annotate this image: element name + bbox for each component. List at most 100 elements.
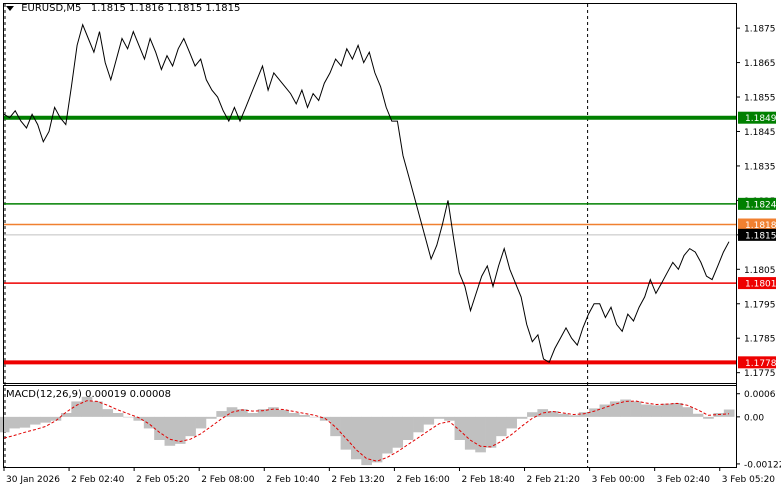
- macd-histogram-bar: [454, 416, 466, 440]
- time-axis-label: 2 Feb 16:00: [396, 475, 450, 485]
- macd-histogram-bar: [340, 416, 352, 450]
- macd-histogram-bar: [630, 401, 642, 417]
- macd-histogram-bar: [392, 416, 404, 448]
- level-price-tag: 1.1801: [738, 277, 777, 290]
- level-price-tag: 1.1824: [738, 197, 777, 210]
- price-axis-label: 1.1795: [744, 300, 776, 310]
- macd-histogram-bar: [92, 401, 103, 417]
- macd-histogram-bar: [599, 404, 611, 417]
- time-axis-label: 2 Feb 08:00: [201, 475, 255, 485]
- macd-histogram-bar: [361, 416, 372, 466]
- svg-text:1.1849: 1.1849: [745, 114, 777, 124]
- macd-histogram-bar: [464, 416, 476, 450]
- macd-header: MACD(12,26,9) 0.00019 0.00008: [6, 389, 171, 400]
- level-price-tag: 1.1849: [738, 111, 777, 124]
- macd-histogram-bar: [216, 411, 227, 417]
- macd-histogram-bar: [268, 407, 279, 417]
- macd-histogram-bar: [350, 416, 362, 460]
- macd-histogram-bar: [589, 408, 600, 417]
- macd-histogram-bar: [672, 402, 683, 417]
- macd-histogram-bar: [154, 416, 165, 440]
- price-axis-label: 1.1865: [744, 59, 776, 69]
- price-axis-label: 1.1785: [744, 335, 776, 345]
- price-axis-label: 1.1855: [744, 94, 776, 104]
- macd-histogram-bar: [723, 409, 735, 417]
- macd-histogram-bar: [9, 416, 20, 429]
- macd-histogram-bar: [402, 416, 414, 440]
- macd-histogram-bar: [578, 412, 590, 417]
- macd-histogram-bar: [164, 416, 176, 446]
- macd-histogram-bar: [703, 416, 714, 419]
- time-axis-label: 2 Feb 18:40: [461, 475, 515, 485]
- macd-histogram-bar: [195, 416, 207, 429]
- macd-histogram-bar: [309, 416, 321, 418]
- macd-histogram-bar: [0, 416, 10, 433]
- price-axis-label: 1.1875: [744, 25, 776, 35]
- svg-text:1.1801: 1.1801: [745, 280, 777, 290]
- dropdown-triangle-icon[interactable]: [6, 5, 14, 11]
- macd-histogram-bar: [299, 414, 310, 417]
- svg-text:1.1824: 1.1824: [745, 200, 777, 210]
- macd-histogram-bar: [558, 413, 569, 417]
- macd-histogram-bar: [60, 413, 72, 417]
- macd-histogram-bar: [433, 416, 445, 419]
- ohlc-values: 1.1815 1.1816 1.1815 1.1815: [90, 3, 241, 14]
- time-axis-label: 3 Feb 05:20: [722, 475, 776, 485]
- macd-histogram-bar: [547, 411, 559, 417]
- macd-histogram-bar: [423, 416, 435, 425]
- price-axis-label: 1.1775: [744, 369, 776, 379]
- macd-histogram-bar: [413, 416, 424, 433]
- macd-histogram-bar: [371, 416, 383, 463]
- macd-histogram-bar: [205, 416, 217, 419]
- macd-histogram-bar: [278, 409, 290, 417]
- macd-histogram-bar: [609, 401, 621, 417]
- time-axis-label: 3 Feb 00:00: [592, 475, 646, 485]
- macd-histogram-bar: [506, 416, 517, 429]
- time-axis-label: 2 Feb 05:20: [136, 475, 190, 485]
- macd-histogram-bar: [40, 416, 51, 423]
- macd-histogram-bar: [537, 409, 549, 417]
- macd-histogram-bar: [495, 416, 507, 437]
- macd-histogram-bar: [485, 416, 497, 448]
- level-price-tag: 1.1778: [738, 356, 777, 369]
- macd-histogram-bar: [288, 413, 300, 417]
- macd-histogram-bar: [247, 413, 259, 417]
- macd-histogram-bar: [640, 404, 652, 417]
- price-series-line: [3, 23, 730, 364]
- macd-histogram-bar: [81, 396, 93, 417]
- macd-histogram-bar: [185, 416, 196, 437]
- symbol-header: EURUSD,M5 1.1815 1.1816 1.1815 1.1815: [6, 3, 240, 14]
- macd-histogram-bar: [682, 407, 694, 417]
- macd-histogram-bar: [527, 412, 538, 417]
- macd-histogram-bar: [257, 409, 269, 417]
- macd-histogram-bar: [133, 416, 145, 421]
- time-axis-label: 2 Feb 13:20: [331, 475, 385, 485]
- macd-histogram-bar: [29, 416, 41, 425]
- macd-signal-line: [3, 400, 730, 462]
- svg-text:1.1778: 1.1778: [745, 359, 777, 369]
- macd-histogram-bar: [475, 416, 486, 453]
- price-axis-label: 1.1805: [744, 266, 776, 276]
- macd-histogram-bar: [661, 403, 673, 417]
- macd-histogram-bar: [123, 416, 134, 418]
- macd-histogram-bar: [620, 399, 631, 417]
- macd-histogram-bar: [112, 413, 124, 417]
- macd-histogram-bar: [174, 416, 186, 444]
- macd-histogram-bar: [143, 416, 155, 429]
- macd-histogram-bar: [382, 416, 393, 454]
- level-price-tag: 1.1818: [738, 218, 777, 231]
- macd-label: MACD(12,26,9): [6, 389, 82, 400]
- time-axis-label: 2 Feb 10:40: [266, 475, 320, 485]
- macd-histogram-bar: [568, 415, 580, 417]
- price-axis-label: 1.1835: [744, 162, 776, 172]
- macd-histogram-bar: [330, 416, 341, 437]
- macd-histogram-bar: [237, 409, 248, 417]
- svg-text:1.1815: 1.1815: [745, 231, 777, 241]
- time-axis-label: 2 Feb 21:20: [527, 475, 581, 485]
- macd-histogram-bar: [651, 405, 662, 417]
- current-price-tag: 1.1815: [738, 228, 777, 241]
- symbol-label: EURUSD,M5: [21, 3, 82, 14]
- time-axis-label: 3 Feb 02:40: [657, 475, 711, 485]
